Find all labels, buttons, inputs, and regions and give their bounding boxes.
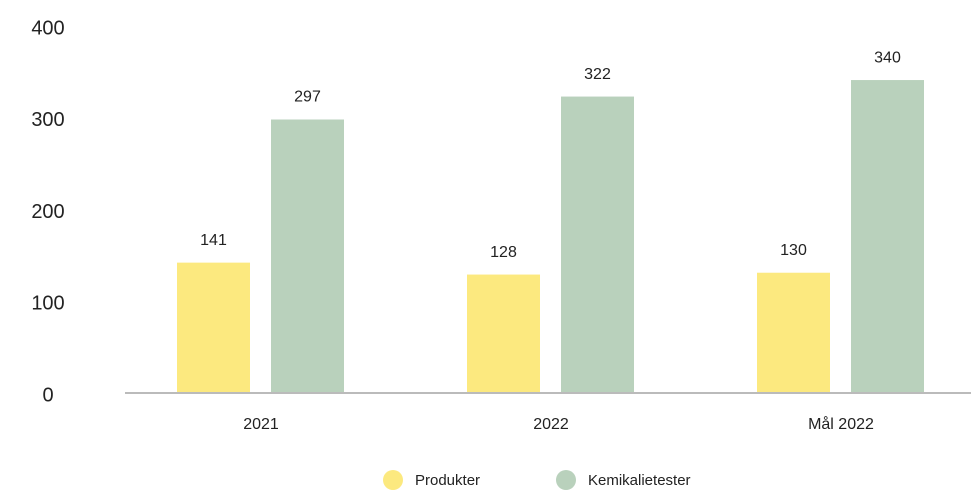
legend-label: Produkter — [415, 472, 480, 489]
legend-swatch — [383, 470, 403, 490]
bar — [177, 262, 250, 392]
legend-label: Kemikalietester — [588, 472, 691, 489]
y-tick-label: 100 — [31, 293, 64, 315]
value-label: 322 — [584, 66, 611, 83]
legend-swatch — [556, 470, 576, 490]
y-tick-label: 0 — [42, 384, 53, 406]
bar — [467, 274, 540, 392]
x-tick-label: 2021 — [243, 416, 279, 433]
bar — [757, 272, 830, 392]
y-tick-label: 200 — [31, 201, 64, 223]
bar — [271, 119, 344, 392]
x-tick-label: Mål 2022 — [808, 415, 874, 433]
y-tick-label: 300 — [31, 109, 64, 131]
bar — [851, 80, 924, 393]
value-label: 297 — [294, 89, 321, 106]
bar — [561, 96, 634, 392]
value-label: 141 — [200, 232, 227, 249]
value-label: 340 — [874, 49, 901, 66]
value-label: 130 — [780, 242, 807, 259]
y-tick-label: 400 — [31, 17, 64, 39]
x-tick-label: 2022 — [533, 416, 569, 433]
value-label: 128 — [490, 244, 517, 261]
